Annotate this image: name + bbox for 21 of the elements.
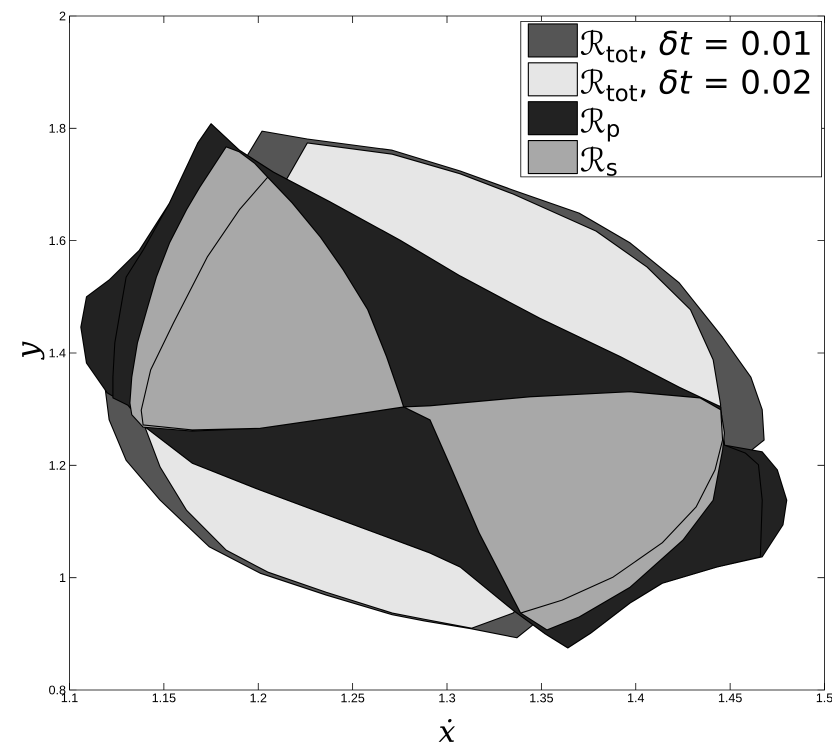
x-tick-label: 1.3 (439, 694, 456, 702)
y-axis-title: y (22, 342, 44, 360)
y-tick-label: 1.8 (50, 124, 66, 133)
y-tick-label: 0.8 (49, 686, 66, 694)
x-tick-label: 1.15 (152, 694, 176, 702)
legend-label: ℛ$_{s}$ (580, 146, 617, 176)
legend-label: ℛ$_{tot}$, δt = 0.02 (580, 68, 810, 102)
x-tick-label: 1.4 (628, 694, 644, 702)
legend-label: ℛ$_{p}$ (580, 107, 620, 142)
y-tick-label: 1.6 (50, 236, 66, 246)
x-axis-title: ẋ (438, 718, 456, 742)
x-tick-label: 1.25 (341, 694, 364, 702)
legend-label: ℛ$_{tot}$, δt = 0.01 (580, 30, 810, 63)
y-tick-label: 1.2 (50, 460, 66, 470)
x-tick-label: 1.35 (530, 694, 554, 702)
x-tick-label: 1.45 (718, 694, 742, 702)
x-tick-label: 1.1 (62, 694, 78, 702)
y-tick-label: 2 (60, 12, 66, 20)
x-tick-label: 1.2 (250, 694, 266, 702)
y-tick-label: 1.4 (50, 348, 66, 358)
y-tick-label: 1 (60, 573, 66, 582)
